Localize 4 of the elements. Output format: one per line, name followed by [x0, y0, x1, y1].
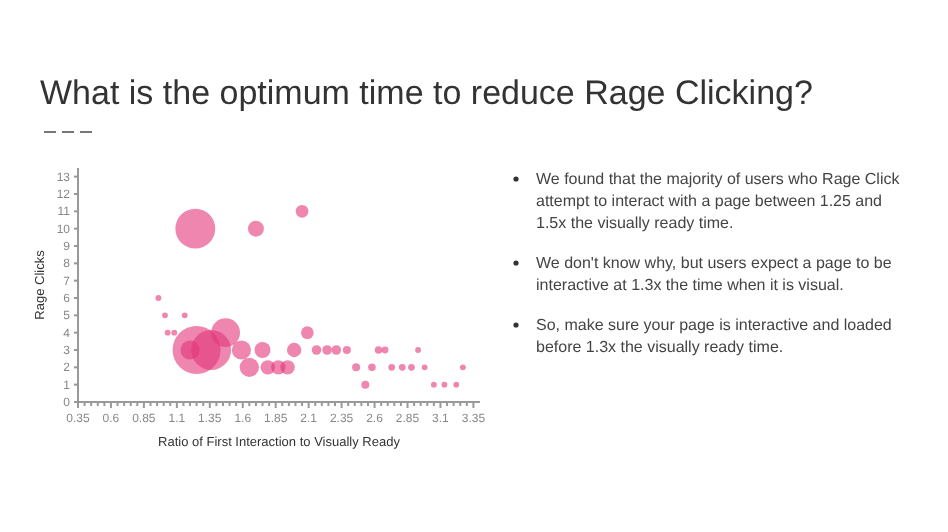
- text: So, make sure your page is interactive and loaded before 1.3x the visually ready time.: [536, 316, 892, 356]
- text: We found that the majority of users who Rage Click attempt to interact with a page between 1.25 and 1.5x the visually ready time.: [536, 170, 902, 232]
- chart-title: What is the optimum time to reduce Rage Clicking?: [40, 74, 813, 112]
- text: We don't know why, but users expect a page to be interactive at 1.3x the time when it is visual.: [536, 254, 893, 294]
